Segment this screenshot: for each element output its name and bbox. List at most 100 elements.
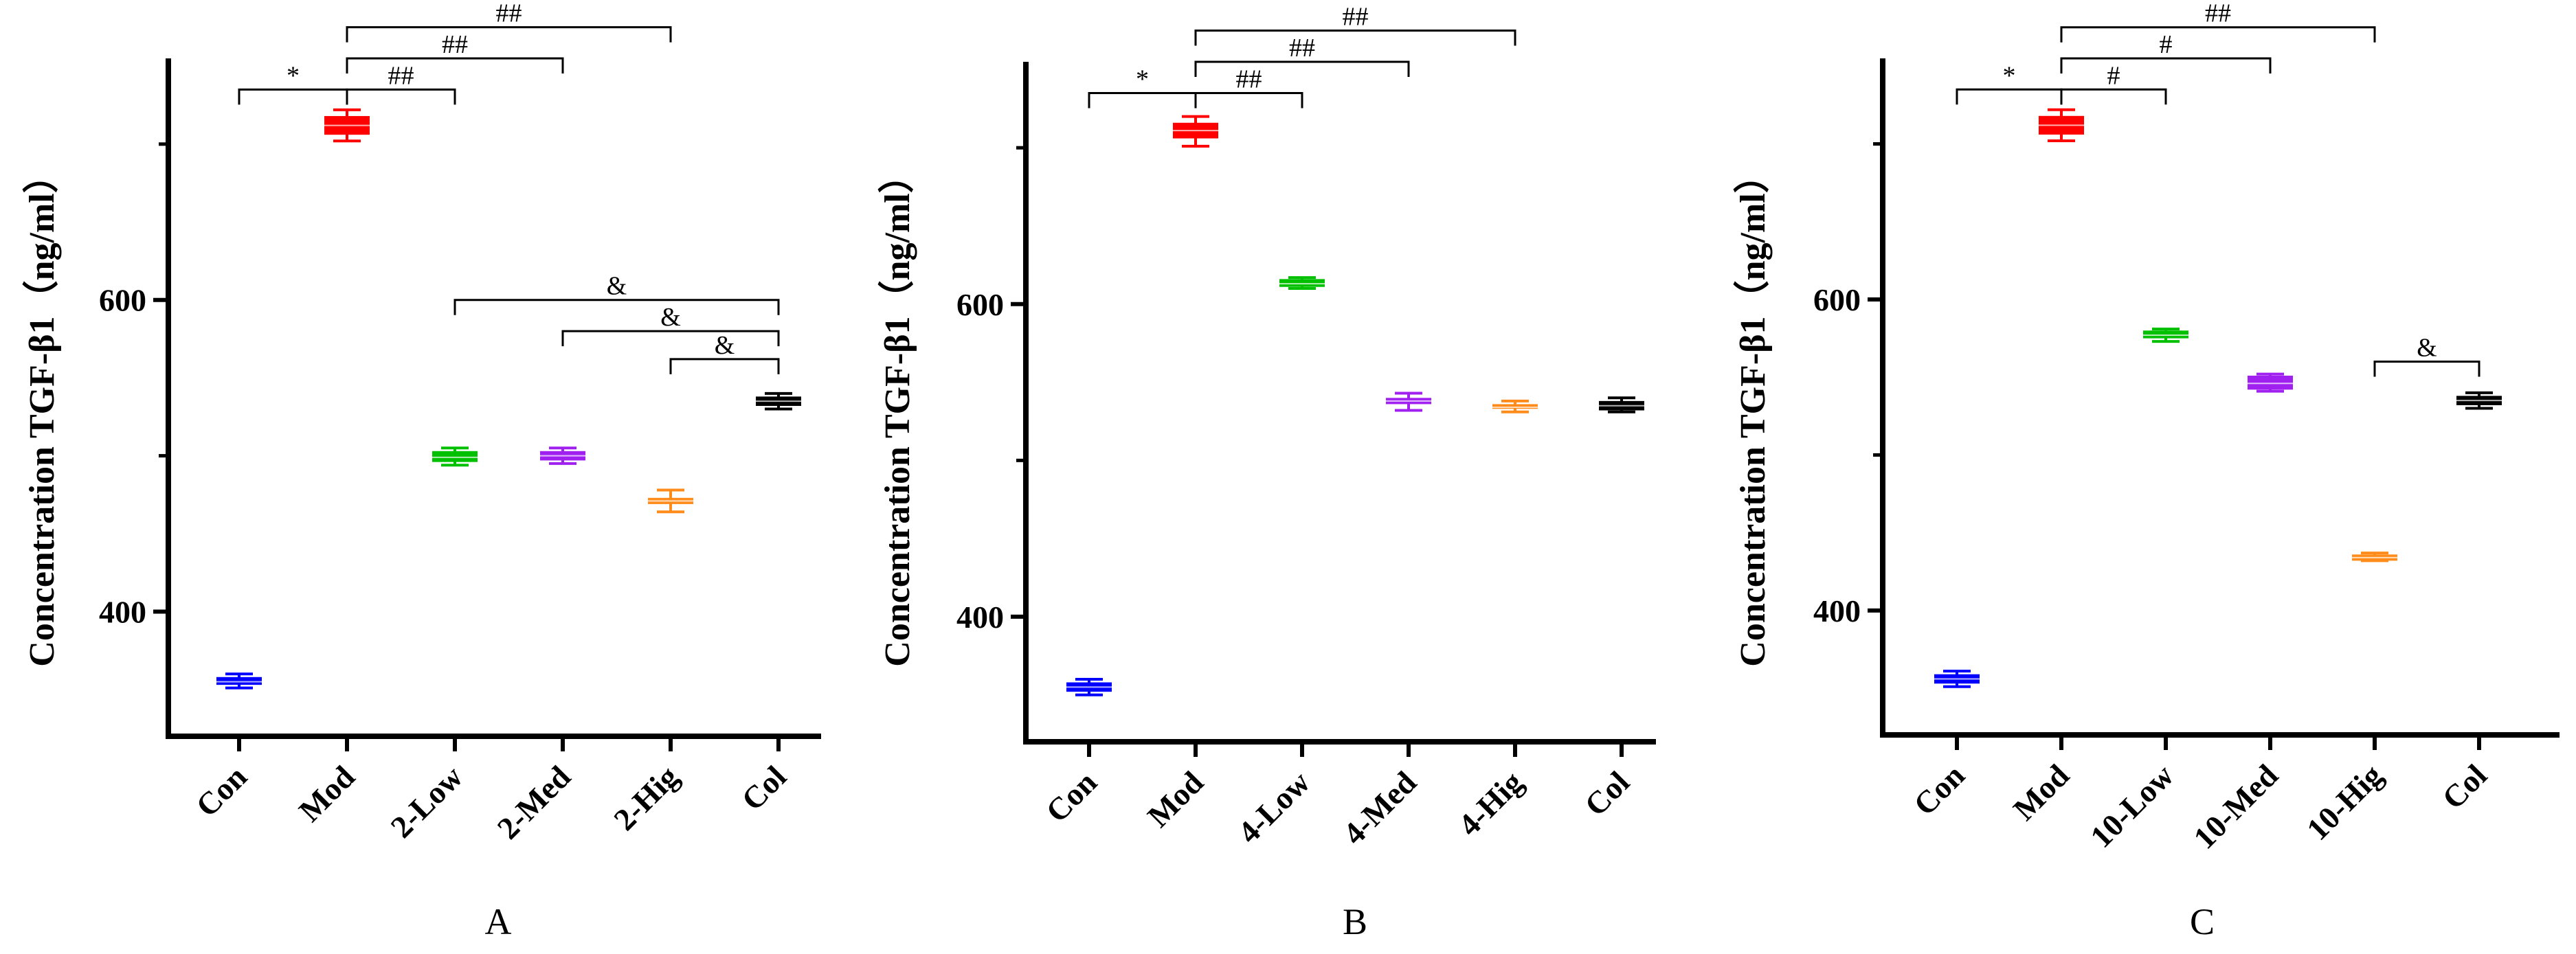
- x-tick-label: 2-Med: [491, 759, 578, 846]
- significance-bracket: ##: [346, 0, 672, 43]
- box-4-med: [1386, 391, 1431, 412]
- chart-panel-a: 400 600 Concentration TGF-β1（ng/ml） Con Mod 2…: [22, 0, 821, 942]
- box-con: [1066, 677, 1112, 696]
- x-tick-label: Con: [189, 759, 254, 824]
- box-2-hig: [648, 488, 693, 514]
- box-con: [1934, 670, 1980, 688]
- y-axis-label: Concentration TGF-β1（ng/ml）: [877, 157, 917, 666]
- significance-label: #: [2160, 30, 2173, 59]
- significance-line: [669, 358, 780, 374]
- significance-line: [346, 57, 564, 73]
- box-10-med: [2248, 372, 2293, 393]
- significance-label: &: [715, 331, 735, 360]
- significance-label: &: [660, 303, 681, 332]
- box-mod: [1173, 115, 1218, 148]
- significance-bracket: *: [1956, 61, 2063, 105]
- significance-bracket: ##: [1194, 2, 1516, 46]
- significance-bracket: ##: [346, 61, 456, 105]
- x-tick-label: Col: [2435, 758, 2494, 816]
- x-tick-label: 2-Hig: [607, 759, 685, 837]
- significance-label: ##: [2205, 0, 2231, 28]
- significance-bracket: ##: [1194, 65, 1303, 109]
- x-tick-label: Con: [1039, 764, 1104, 829]
- significance-line: [453, 299, 780, 315]
- box-body: [1279, 279, 1325, 287]
- x-tick-label: Mod: [292, 759, 361, 828]
- significance-line: [1194, 92, 1303, 109]
- x-tick-label: 10-Med: [2186, 758, 2285, 856]
- significance-label: ##: [1236, 65, 1262, 94]
- panel-label: C: [2190, 901, 2215, 942]
- significance-label: #: [2107, 61, 2120, 90]
- box-mod: [324, 108, 370, 143]
- box-col: [2456, 391, 2502, 410]
- x-tick-label: 4-Low: [1231, 764, 1317, 850]
- significance-bracket: #: [2060, 30, 2272, 73]
- significance-bracket: #: [2060, 61, 2167, 105]
- significance-label: ##: [496, 0, 522, 28]
- y-tick-label: 600: [956, 287, 1004, 322]
- significance-line: [2060, 88, 2167, 105]
- box-con: [216, 672, 262, 690]
- x-tick-label: 4-Hig: [1451, 764, 1530, 843]
- x-tick-label: Col: [1578, 764, 1636, 823]
- box-col: [756, 391, 801, 411]
- significance-label: ##: [1343, 2, 1369, 31]
- x-tick-label: Mod: [2006, 758, 2076, 827]
- significance-label: &: [607, 272, 627, 301]
- significance-bracket: &: [2373, 334, 2480, 377]
- box-mod: [2039, 108, 2084, 143]
- significance-bracket: *: [1088, 65, 1197, 109]
- box-body: [216, 677, 262, 685]
- box-2-med: [540, 446, 585, 465]
- x-tick-label: Con: [1907, 758, 1971, 822]
- significance-bracket: ##: [1194, 34, 1410, 77]
- significance-bracket: ##: [2060, 0, 2376, 43]
- significance-line: [346, 88, 456, 105]
- significance-label: ##: [1289, 34, 1315, 63]
- significance-label: *: [287, 61, 300, 90]
- significance-line: [1956, 88, 2063, 105]
- panel-label: B: [1343, 901, 1367, 942]
- y-axis-label: Concentration TGF-β1（ng/ml）: [22, 157, 62, 666]
- significance-line: [1088, 92, 1197, 109]
- panel-label: A: [485, 901, 512, 942]
- significance-line: [2060, 26, 2376, 43]
- y-tick-label: 400: [956, 600, 1004, 635]
- chart-panel-b: 400 600 Concentration TGF-β1（ng/ml） Con Mod 4…: [877, 2, 1656, 942]
- significance-label: ##: [388, 61, 414, 90]
- y-tick-label: 400: [1813, 593, 1861, 628]
- significance-line: [346, 26, 672, 43]
- significance-bracket: *: [238, 61, 348, 105]
- x-tick-label: Mod: [1141, 764, 1210, 834]
- significance-label: *: [2003, 61, 2016, 90]
- x-tick-label: 4-Med: [1336, 764, 1424, 852]
- box-body: [432, 451, 478, 462]
- significance-label: &: [2417, 334, 2437, 363]
- box-10-hig: [2352, 552, 2397, 563]
- x-tick-label: 10-Low: [2083, 758, 2180, 854]
- significance-label: ##: [442, 30, 468, 59]
- significance-label: *: [1136, 65, 1149, 94]
- significance-line: [1194, 60, 1410, 77]
- box-body: [2248, 375, 2293, 390]
- y-tick-label: 600: [99, 283, 146, 318]
- box-body: [1492, 404, 1538, 409]
- box-body: [2143, 330, 2188, 339]
- significance-line: [1194, 29, 1516, 46]
- box-4-low: [1279, 276, 1325, 290]
- box-4-hig: [1492, 399, 1538, 413]
- significance-line: [2060, 57, 2272, 73]
- y-axis-label: Concentration TGF-β1（ng/ml）: [1733, 157, 1773, 666]
- x-tick-label: 2-Low: [383, 759, 469, 845]
- x-tick-label: 10-Hig: [2300, 758, 2389, 847]
- significance-line: [238, 88, 348, 105]
- box-col: [1599, 396, 1644, 413]
- box-10-low: [2143, 328, 2188, 343]
- significance-bracket: &: [453, 272, 780, 315]
- y-tick-label: 400: [99, 594, 146, 629]
- x-tick-label: Col: [735, 759, 793, 817]
- significance-bracket: &: [561, 303, 780, 347]
